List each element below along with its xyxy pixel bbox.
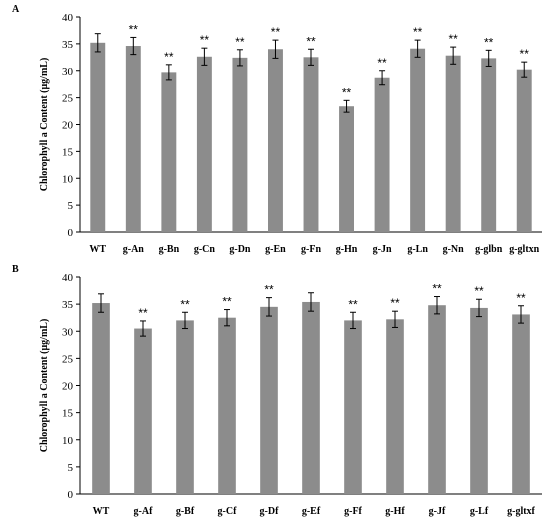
significance-marker: **: [129, 22, 139, 36]
significance-marker: **: [448, 32, 458, 46]
x-tick-label: g-Lf: [470, 506, 489, 517]
x-tick-label: g-Ln: [407, 244, 428, 255]
x-tick-label: g-Fn: [301, 244, 321, 255]
bar: [470, 307, 488, 494]
y-tick-label: 30: [62, 66, 74, 78]
bar: [512, 314, 530, 494]
x-tick-label: g-Hn: [336, 244, 358, 255]
y-tick-label: 15: [62, 408, 74, 420]
significance-marker: **: [222, 295, 232, 309]
y-tick-label: 0: [68, 489, 74, 501]
bar: [374, 77, 390, 232]
x-tick-label: g-glbn: [475, 244, 503, 255]
bar: [410, 48, 426, 233]
y-tick-label: 40: [62, 12, 74, 24]
bar: [481, 58, 497, 233]
x-tick-label: g-gltxn: [509, 244, 539, 255]
significance-marker: **: [235, 35, 245, 49]
significance-marker: **: [306, 34, 316, 48]
bar: [386, 319, 404, 494]
significance-marker: **: [390, 296, 400, 310]
x-tick-label: g-Ff: [344, 506, 362, 517]
x-tick-label: g-Af: [134, 506, 154, 517]
y-tick-label: 15: [62, 146, 74, 158]
x-tick-label: g-gltxf: [507, 506, 535, 517]
bar: [344, 320, 362, 494]
bar: [196, 56, 212, 233]
y-tick-label: 20: [62, 120, 74, 132]
y-tick-label: 30: [62, 326, 74, 338]
x-tick-label: g-An: [123, 244, 145, 255]
x-tick-label: g-Bf: [176, 506, 195, 517]
significance-marker: **: [164, 50, 174, 64]
y-tick-label: 5: [68, 462, 74, 474]
bar: [90, 42, 106, 232]
significance-marker: **: [200, 33, 210, 47]
bar: [302, 301, 320, 494]
y-tick-label: 35: [62, 39, 74, 51]
x-tick-label: WT: [89, 244, 106, 255]
y-tick-label: 25: [62, 93, 74, 105]
x-tick-label: g-Cf: [218, 506, 238, 517]
bar: [260, 306, 278, 494]
significance-marker: **: [432, 282, 442, 296]
y-tick-label: 40: [62, 272, 74, 284]
significance-marker: **: [474, 284, 484, 298]
bar: [92, 303, 110, 494]
y-tick-label: 10: [62, 435, 74, 447]
bar: [134, 328, 152, 494]
y-tick-label: 35: [62, 299, 74, 311]
panel-label: A: [12, 4, 20, 15]
significance-marker: **: [342, 85, 352, 99]
bar: [339, 106, 355, 232]
x-tick-label: g-Jn: [373, 244, 392, 255]
bar: [161, 72, 177, 232]
bar: [176, 320, 194, 494]
panel-a: A Chlorophyll a Content (μg/mL) 0 5 10 15 20 25…: [12, 4, 542, 255]
x-tick-label: WT: [93, 506, 110, 517]
bar: [428, 305, 446, 494]
significance-marker: **: [377, 56, 387, 70]
bar: [516, 69, 532, 232]
significance-marker: **: [180, 297, 190, 311]
y-axis-label: Chlorophyll a Content (μg/mL): [39, 319, 50, 453]
bar: [445, 55, 461, 233]
y-axis-label: Chlorophyll a Content (μg/mL): [39, 58, 50, 192]
significance-marker: **: [264, 283, 274, 297]
bar: [303, 57, 319, 232]
x-tick-label: g-Nn: [443, 244, 465, 255]
significance-marker: **: [138, 306, 148, 320]
x-tick-label: g-Cn: [194, 244, 216, 255]
y-tick-label: 10: [62, 173, 74, 185]
significance-marker: **: [484, 35, 494, 49]
significance-marker: **: [520, 47, 530, 61]
panel-b: B Chlorophyll a Content (μg/mL) 0 5 10 15 20 25…: [12, 264, 542, 517]
bar: [232, 57, 248, 232]
y-tick-label: 20: [62, 381, 74, 393]
x-tick-label: g-En: [265, 244, 286, 255]
bar: [267, 49, 283, 232]
bar: [218, 317, 236, 494]
significance-marker: **: [516, 291, 526, 305]
significance-marker: **: [348, 297, 358, 311]
x-tick-label: g-Bn: [159, 244, 180, 255]
x-tick-label: g-Hf: [385, 506, 405, 517]
x-tick-label: g-Dn: [229, 244, 251, 255]
bar: [125, 46, 141, 233]
y-tick-label: 5: [68, 200, 74, 212]
x-tick-label: g-Jf: [429, 506, 446, 517]
y-tick-label: 0: [68, 227, 74, 239]
significance-marker: **: [413, 25, 423, 39]
panel-label: B: [12, 264, 19, 275]
y-tick-label: 25: [62, 353, 74, 365]
x-tick-label: g-Ef: [302, 506, 321, 517]
significance-marker: **: [271, 25, 281, 39]
x-tick-label: g-Df: [260, 506, 280, 517]
